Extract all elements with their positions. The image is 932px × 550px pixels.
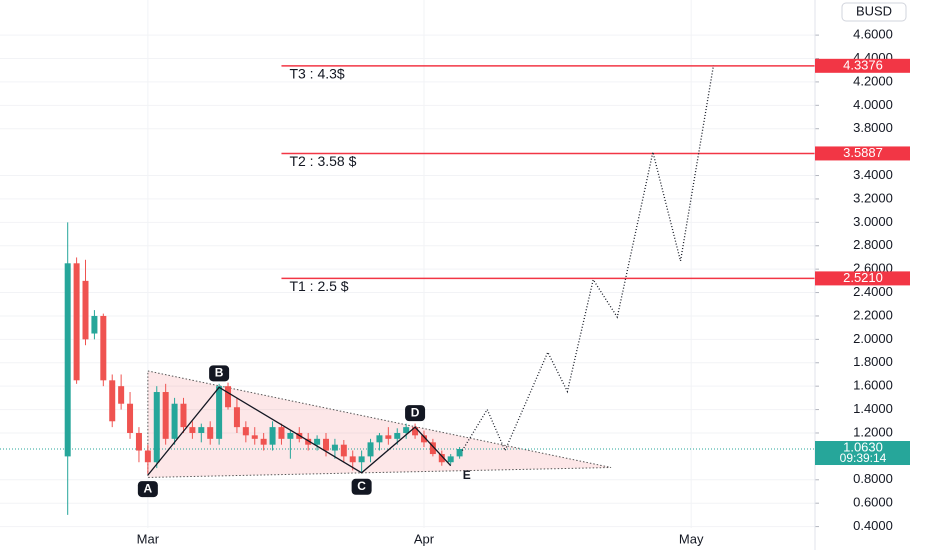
candle-body — [73, 263, 80, 381]
target-label: T1 : 2.5 $ — [289, 278, 348, 294]
last-price-label: 1.0630 — [843, 439, 883, 454]
currency: BUSD — [856, 3, 892, 18]
candle-body — [447, 456, 454, 463]
candle-body — [429, 442, 436, 455]
candle-body — [376, 435, 383, 443]
y-tick-label: 3.2000 — [853, 190, 893, 205]
price-tag — [815, 146, 910, 161]
candle-body — [323, 438, 329, 451]
candle-body — [260, 438, 267, 445]
candle-body — [100, 315, 107, 381]
y-tick-label: 3.4000 — [853, 167, 893, 182]
y-tick-label: 4.6000 — [853, 27, 893, 42]
pattern-label-box — [137, 481, 158, 498]
candle-body — [251, 435, 258, 439]
target-label: T2 : 3.58 $ — [289, 153, 356, 169]
y-tick-label: 2.2000 — [853, 307, 893, 322]
candle-body — [162, 392, 169, 439]
y-tick-label: 1.2000 — [853, 424, 893, 439]
y-tick-label: 1.6000 — [853, 378, 893, 393]
candle-body — [127, 403, 134, 433]
candle-body — [153, 392, 160, 463]
y-tick-label: 0.6000 — [853, 495, 893, 510]
pattern-label-box — [405, 405, 426, 422]
y-tick-label: 1.4000 — [853, 401, 893, 416]
target-label: T3 : 4.3$ — [289, 66, 344, 82]
last-price-tag — [815, 441, 910, 466]
candle-body — [198, 427, 205, 433]
candle-body — [225, 386, 232, 408]
candle-body — [91, 315, 98, 334]
candle-body — [171, 403, 178, 439]
candle-body — [233, 407, 240, 428]
candle-body — [118, 386, 125, 404]
projection-path — [461, 65, 715, 453]
pattern-line — [147, 386, 452, 476]
currency-box — [841, 2, 907, 22]
y-tick-label: 4.2000 — [853, 73, 893, 88]
y-tick-label: 0.8000 — [853, 471, 893, 486]
price-tag-label: 3.5887 — [843, 145, 883, 160]
triangle-pattern — [147, 370, 612, 478]
candle-body — [278, 427, 285, 439]
pattern-label: D — [411, 405, 420, 419]
pattern-label: A — [144, 481, 153, 495]
candle-body — [358, 456, 365, 463]
price-tag-label: 2.5210 — [843, 270, 883, 285]
candle-body — [180, 403, 187, 428]
y-tick-label: 3.8000 — [853, 120, 893, 135]
candle-body — [189, 427, 196, 433]
candle-body — [135, 432, 142, 451]
price-tag — [815, 271, 910, 286]
candle-body — [367, 442, 374, 457]
price-tag-label: 4.3376 — [843, 57, 883, 72]
candle-body — [349, 456, 356, 463]
x-tick-label: Apr — [414, 531, 435, 546]
candle-body — [331, 444, 338, 451]
candle-body — [109, 380, 116, 422]
y-tick-label: 1.8000 — [853, 354, 893, 369]
candle-body — [82, 280, 89, 340]
candle-body — [403, 427, 410, 433]
pattern-label-box — [351, 478, 372, 495]
countdown-label: 09:39:14 — [840, 451, 887, 465]
candle-body — [412, 427, 419, 436]
candle-body — [456, 449, 463, 457]
y-tick-label: 4.0000 — [853, 97, 893, 112]
candle-body — [269, 427, 276, 445]
candle-body — [420, 435, 427, 443]
pattern-label: E — [463, 468, 471, 482]
pattern-label: B — [215, 366, 224, 380]
candle-body — [216, 386, 223, 439]
candle-body — [394, 432, 401, 439]
candle-body — [64, 263, 71, 457]
candle-body — [305, 438, 312, 445]
price-tag — [815, 58, 910, 73]
y-tick-label: 3.0000 — [853, 214, 893, 229]
candle-body — [340, 444, 347, 457]
x-tick-label: Mar — [137, 531, 160, 546]
pattern-label-box — [209, 365, 230, 382]
candle-body — [385, 435, 392, 439]
y-tick-label: 2.4000 — [853, 284, 893, 299]
candle-body — [144, 450, 151, 463]
pattern-label: C — [357, 479, 366, 493]
y-tick-label: 2.0000 — [853, 331, 893, 346]
y-tick-label: 2.8000 — [853, 237, 893, 252]
candle-body — [287, 432, 294, 439]
candle-body — [207, 427, 214, 439]
y-tick-label: 0.4000 — [853, 518, 893, 533]
candle-body — [242, 427, 249, 436]
candle-body — [438, 454, 445, 463]
candle-body — [314, 438, 321, 445]
x-tick-label: May — [679, 531, 704, 546]
